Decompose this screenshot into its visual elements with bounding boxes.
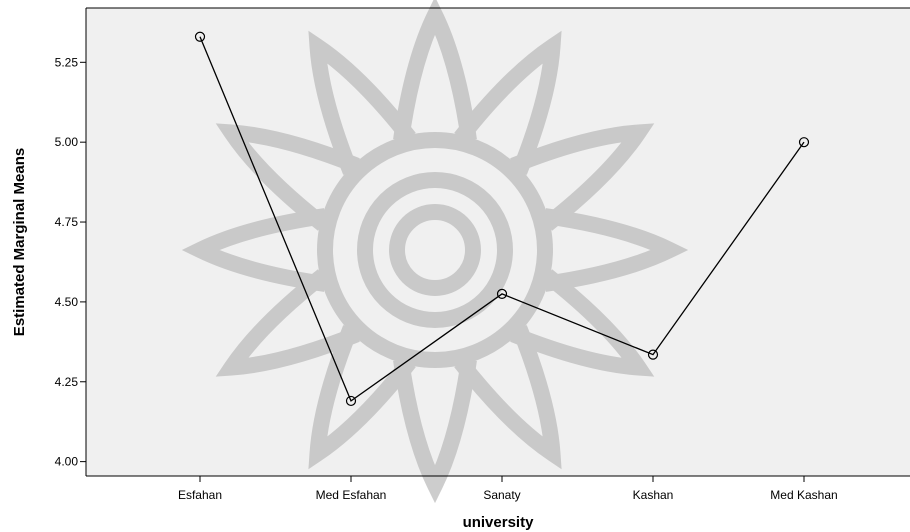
y-tick-label: 4.75 — [55, 215, 79, 229]
data-point-marker — [496, 288, 508, 300]
data-point-marker — [194, 31, 206, 42]
watermark-petal — [215, 269, 360, 377]
y-tick-label: 5.00 — [55, 135, 79, 149]
x-tick-label: Kashan — [633, 488, 674, 502]
y-tick-label: 4.00 — [55, 455, 79, 469]
watermark-petal — [454, 325, 562, 470]
watermark-petal — [308, 30, 416, 175]
series-group — [194, 31, 810, 407]
watermark-rosette — [181, 0, 689, 504]
watermark-petal — [543, 208, 689, 292]
series-line — [199, 36, 805, 402]
watermark-ring — [389, 204, 481, 296]
x-tick-label: Med Kashan — [770, 488, 837, 502]
watermark-petal — [215, 123, 360, 231]
y-axis-ticks: 4.00 4.25 4.50 4.75 5.00 5.25 — [55, 55, 86, 469]
watermark-ring — [317, 132, 553, 368]
watermark-petal — [510, 269, 655, 377]
x-axis-ticks: Esfahan Med Esfahan Sanaty Kashan Med Kashan — [178, 476, 838, 502]
x-tick-label: Med Esfahan — [316, 488, 387, 502]
data-point-marker — [798, 137, 810, 148]
y-tick-label: 5.25 — [55, 55, 79, 69]
watermark-petal — [393, 358, 477, 504]
x-tick-label: Esfahan — [178, 488, 222, 502]
watermark-petal — [393, 0, 477, 142]
x-axis-title: university — [463, 514, 535, 531]
watermark-petal — [308, 325, 416, 470]
watermark-ring — [357, 172, 513, 328]
data-point-marker — [345, 395, 357, 407]
y-tick-label: 4.50 — [55, 295, 79, 309]
watermark-petal — [454, 30, 562, 175]
x-tick-label: Sanaty — [483, 488, 520, 502]
y-tick-label: 4.25 — [55, 375, 79, 389]
data-point-marker — [647, 349, 659, 360]
watermark-petal — [510, 123, 655, 231]
watermark-petal — [181, 208, 327, 292]
y-axis-title: Estimated Marginal Means — [11, 148, 28, 336]
